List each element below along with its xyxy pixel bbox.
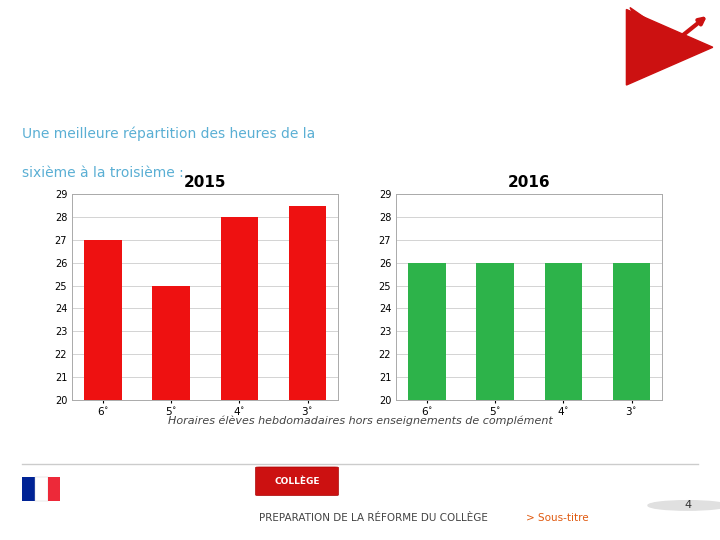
Bar (48, 477, 60, 501)
Text: COLLÈGE: COLLÈGE (274, 477, 320, 486)
Bar (289, 206, 326, 540)
Text: sixième à la troisième :: sixième à la troisième : (22, 166, 184, 180)
Bar (544, 263, 582, 540)
Text: 4: 4 (684, 501, 691, 510)
Bar (22, 477, 35, 501)
Text: Les nouvelles grilles horaires: Les nouvelles grilles horaires (22, 19, 318, 37)
Bar (613, 263, 650, 540)
Text: Une meilleure répartition des heures de la: Une meilleure répartition des heures de … (22, 127, 315, 141)
Bar (153, 286, 190, 540)
Bar (220, 217, 258, 540)
Bar (84, 240, 122, 540)
Circle shape (648, 501, 720, 510)
Text: Horaires élèves hebdomadaires hors enseignements de complément: Horaires élèves hebdomadaires hors ensei… (168, 416, 552, 427)
Text: Répartition globale: Répartition globale (22, 59, 217, 77)
Text: PREPARATION DE LA RÉFORME DU COLLÈGE: PREPARATION DE LA RÉFORME DU COLLÈGE (259, 514, 491, 523)
Bar (408, 263, 446, 540)
Polygon shape (630, 8, 680, 80)
Title: 2015: 2015 (184, 176, 227, 191)
Text: > Sous-titre: > Sous-titre (526, 514, 588, 523)
Title: 2016: 2016 (508, 176, 551, 191)
Bar (477, 263, 514, 540)
Bar (35, 477, 48, 501)
FancyBboxPatch shape (256, 467, 338, 496)
Polygon shape (626, 10, 713, 85)
